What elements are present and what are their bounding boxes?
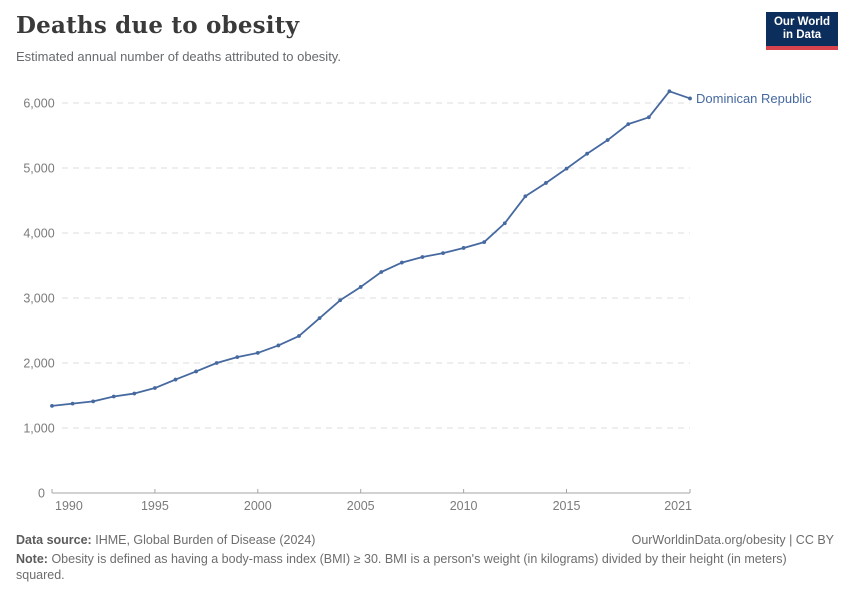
data-point-marker (523, 194, 528, 199)
y-axis-label: 1,000 (23, 422, 54, 436)
data-point-marker (173, 377, 178, 382)
data-point-marker (626, 122, 631, 127)
data-point-marker (502, 221, 507, 226)
data-point-marker (338, 298, 343, 303)
y-axis-label: 3,000 (23, 292, 54, 306)
data-point-marker (379, 270, 384, 274)
data-point-marker (297, 334, 301, 338)
data-source: Data source: IHME, Global Burden of Dise… (16, 532, 315, 548)
chart-subtitle: Estimated annual number of deaths attrib… (16, 49, 341, 64)
data-source-label: Data source: (16, 533, 92, 547)
data-point-marker (441, 251, 445, 256)
data-source-text: IHME, Global Burden of Disease (2024) (95, 533, 316, 547)
data-point-marker (50, 404, 54, 408)
data-point-marker (255, 351, 260, 355)
data-point-marker (132, 391, 137, 396)
data-point-marker (153, 386, 157, 390)
data-point-marker (91, 399, 96, 404)
logo-line-2: in Data (782, 29, 822, 41)
x-axis-label: 1990 (55, 499, 83, 513)
data-point-marker (688, 96, 692, 101)
data-point-marker (214, 361, 219, 365)
data-point-marker (605, 138, 610, 142)
data-point-marker (667, 89, 672, 94)
x-axis-label: 2015 (553, 499, 581, 513)
x-axis-label: 2000 (244, 499, 272, 513)
y-axis-label: 6,000 (23, 97, 54, 111)
owid-logo[interactable]: Our World in Data (766, 12, 838, 50)
data-point-marker (399, 260, 404, 265)
data-point-marker (111, 394, 116, 399)
chart-footer: Data source: IHME, Global Burden of Dise… (16, 532, 834, 583)
data-point-marker (317, 316, 322, 321)
data-point-marker (420, 255, 425, 259)
y-axis-label: 0 (38, 487, 45, 501)
page-title: Deaths due to obesity (16, 12, 300, 39)
trend-line (51, 90, 691, 407)
y-axis-label: 4,000 (23, 227, 54, 241)
x-axis-label: 2021 (664, 499, 692, 513)
data-point-marker (564, 166, 569, 171)
x-axis-label: 2010 (450, 499, 478, 513)
y-axis-label: 2,000 (23, 357, 54, 371)
data-point-marker (235, 355, 240, 360)
data-point-marker (276, 343, 281, 348)
y-axis-label: 5,000 (23, 162, 54, 176)
note-label: Note: (16, 552, 48, 566)
note-text: Obesity is defined as having a body-mass… (16, 552, 787, 582)
data-point-marker (585, 151, 589, 156)
x-axis-label: 2005 (347, 499, 375, 513)
data-point-marker (358, 285, 363, 289)
data-point-marker (194, 369, 198, 374)
data-point-marker (70, 401, 75, 406)
x-axis-label: 1995 (141, 499, 169, 513)
logo-line-1: Our World (773, 15, 830, 28)
chart-note: Note: Obesity is defined as having a bod… (16, 551, 811, 583)
data-point-marker (461, 246, 466, 250)
series-label: Dominican Republic (696, 91, 812, 106)
data-point-marker (544, 181, 548, 185)
data-point-marker (646, 115, 651, 120)
rights-link[interactable]: OurWorldinData.org/obesity | CC BY (631, 533, 834, 547)
data-point-marker (482, 240, 487, 245)
